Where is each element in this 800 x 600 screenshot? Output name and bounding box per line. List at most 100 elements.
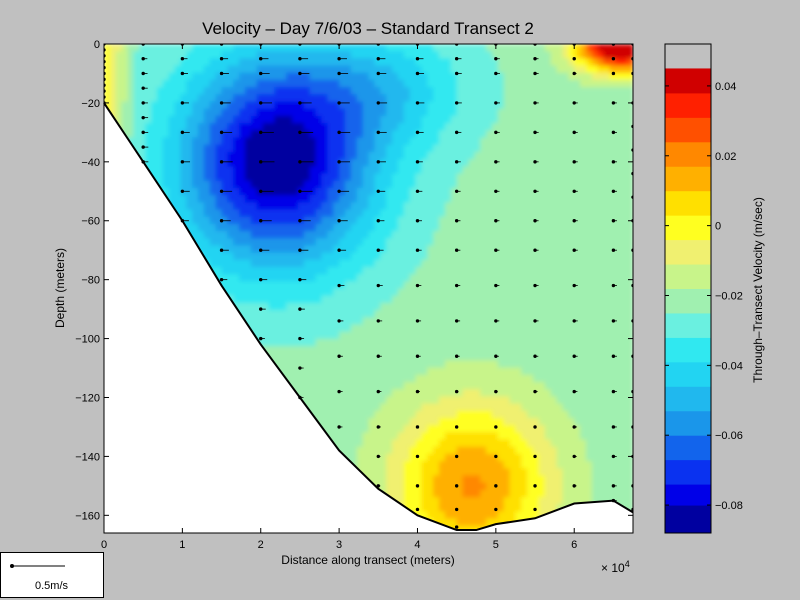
measurement-point (219, 219, 224, 223)
measurement-point (259, 336, 263, 341)
measurement-point (494, 219, 498, 223)
measurement-point (611, 484, 616, 488)
colorbar-swatch (665, 361, 711, 387)
measurement-point (219, 189, 224, 193)
measurement-point (376, 189, 380, 193)
measurement-point (415, 389, 420, 394)
measurement-point (572, 189, 576, 193)
measurement-point (259, 248, 263, 252)
velocity-vectors (104, 44, 633, 529)
colorbar-label: Through–Transect Velocity (m/sec) (751, 197, 765, 383)
measurement-point (298, 395, 302, 400)
measurement-point (454, 283, 459, 288)
measurement-point (611, 248, 616, 252)
y-tick-label: −120 (75, 392, 100, 404)
measurement-point (219, 130, 224, 135)
measurement-point (415, 484, 420, 488)
measurement-point (611, 454, 616, 459)
measurement-point (376, 283, 380, 288)
measurement-point (298, 71, 302, 76)
measurement-point (141, 130, 145, 135)
measurement-point (141, 160, 145, 164)
colorbar-tick-label: 0.04 (715, 81, 736, 93)
measurement-point (415, 219, 420, 223)
measurement-point (454, 354, 459, 358)
measurement-point (415, 507, 420, 512)
measurement-point (141, 86, 145, 90)
measurement-point (376, 425, 380, 429)
x-tick-label: 4 (414, 539, 420, 551)
measurement-point (454, 425, 459, 429)
y-tick-label: −80 (81, 275, 100, 287)
measurement-point (219, 248, 224, 252)
measurement-point (376, 354, 380, 358)
measurement-point (219, 71, 224, 76)
measurement-point (415, 425, 420, 429)
measurement-point (259, 160, 263, 164)
measurement-point (337, 425, 341, 429)
measurement-point (259, 71, 263, 76)
measurement-point (494, 57, 498, 61)
measurement-point (494, 484, 498, 488)
x-axis-label: Distance along transect (meters) (281, 553, 454, 567)
measurement-point (572, 57, 576, 61)
measurement-point (298, 101, 302, 105)
colorbar-swatch (665, 312, 711, 338)
measurement-point (298, 130, 302, 135)
measurement-point (494, 71, 498, 76)
measurement-point (376, 484, 380, 488)
measurement-point (533, 283, 537, 288)
measurement-point (494, 454, 498, 459)
measurement-point (572, 283, 576, 288)
measurement-point (533, 484, 537, 488)
seafloor-profile (103, 102, 634, 532)
measurement-point (180, 189, 185, 193)
measurement-point (337, 354, 341, 358)
measurement-point (533, 101, 537, 105)
velocity-contour-field (104, 44, 633, 533)
measurement-point (494, 319, 498, 323)
measurement-point (259, 219, 263, 223)
measurement-point (141, 115, 145, 120)
colorbar-swatch (665, 410, 711, 436)
colorbar-tick-label: −0.06 (715, 430, 743, 442)
x-tick-label: 0 (101, 539, 107, 551)
measurement-point (572, 454, 576, 459)
measurement-point (337, 130, 341, 135)
measurement-point (415, 130, 420, 135)
measurement-point (494, 354, 498, 358)
measurement-point (572, 130, 576, 135)
x-axis-exponent-base: × 10 (601, 561, 625, 575)
vector-scale-label: 0.5m/s (35, 580, 69, 592)
measurement-point (180, 101, 185, 105)
colorbar-frame (664, 43, 712, 534)
measurement-point (611, 189, 616, 193)
colorbar-swatch (665, 337, 711, 363)
measurement-point (376, 130, 380, 135)
measurement-point (454, 454, 459, 459)
measurement-point (298, 366, 302, 370)
y-tick-label: −60 (81, 216, 100, 228)
y-tick-label: −100 (75, 334, 100, 346)
colorbar-tick-label: 0 (715, 221, 721, 233)
measurement-point (298, 57, 302, 61)
measurement-point (376, 319, 380, 323)
measurement-point (454, 484, 459, 488)
measurement-point (180, 57, 185, 61)
measurement-point (533, 507, 537, 512)
seafloor-line (103, 102, 634, 532)
measurement-point (376, 101, 380, 105)
y-axis-ticks: 0 −20 −40 −60 −80 −100 −120 −140 −160 (75, 39, 633, 522)
x-axis-exponent-power: 4 (625, 559, 630, 569)
measurement-point (611, 57, 616, 61)
measurement-point (611, 219, 616, 223)
colorbar-swatch (665, 141, 711, 167)
measurement-point (494, 389, 498, 394)
measurement-point (259, 277, 263, 282)
measurement-point (533, 57, 537, 61)
measurement-point (611, 354, 616, 358)
colorbar-swatch (665, 166, 711, 192)
measurement-point (611, 71, 616, 76)
colorbar-swatch (665, 386, 711, 412)
measurement-point (533, 389, 537, 394)
